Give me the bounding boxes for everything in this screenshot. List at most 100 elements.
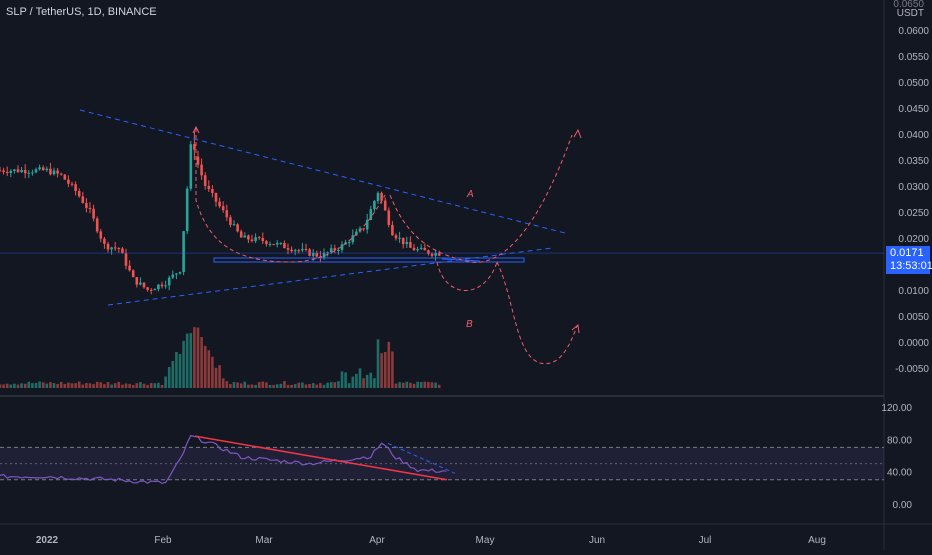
time-axis-label: Feb xyxy=(154,535,172,546)
time-axis-label: Mar xyxy=(255,535,273,546)
volume-bar xyxy=(113,383,117,388)
volume-bar xyxy=(261,381,265,388)
volume-bar xyxy=(427,382,430,388)
candle-body xyxy=(229,217,232,225)
candle-body xyxy=(430,253,434,256)
candle-body xyxy=(196,156,200,165)
volume-bar xyxy=(218,365,221,388)
candle-body xyxy=(362,228,365,230)
volume-bar xyxy=(106,382,110,388)
candle-body xyxy=(88,207,92,209)
label-a: A xyxy=(466,189,474,200)
volume-bar xyxy=(131,384,135,388)
volume-bar xyxy=(293,384,297,388)
candle-body xyxy=(20,170,23,173)
candle-body xyxy=(200,164,203,176)
candle-body xyxy=(434,252,437,256)
candle-body xyxy=(268,244,272,246)
candle-body xyxy=(203,175,207,186)
price-tick-label: 0.0400 xyxy=(898,130,929,141)
volume-bar xyxy=(344,372,347,388)
volume-bar xyxy=(92,384,95,388)
candle-body xyxy=(315,252,319,257)
arrow-head xyxy=(571,324,580,334)
volume-bar xyxy=(157,382,160,388)
candle-body xyxy=(160,284,164,287)
candle-body xyxy=(265,241,268,245)
volume-bar xyxy=(70,383,74,388)
candle-body xyxy=(110,247,113,250)
volume-bar xyxy=(185,333,189,388)
candle-body xyxy=(322,252,326,259)
volume-bar xyxy=(434,382,437,388)
label-b: B xyxy=(466,319,473,330)
volume-bar xyxy=(103,384,106,388)
candle-body xyxy=(34,169,38,173)
lower-trendline xyxy=(107,247,553,306)
price-tick-label: 0.0500 xyxy=(898,78,929,89)
candle-body xyxy=(153,289,157,291)
volume-bar xyxy=(128,383,131,388)
candle-body xyxy=(301,248,304,251)
volume-bar xyxy=(380,353,383,388)
projection-dip xyxy=(436,261,498,291)
volume-bar xyxy=(337,381,340,388)
volume-bar xyxy=(311,383,315,388)
candle-body xyxy=(2,170,5,172)
volume-bar xyxy=(13,383,16,388)
volume-bar xyxy=(164,376,167,388)
candle-body xyxy=(74,184,77,192)
volume-bar xyxy=(405,381,409,388)
volume-bar xyxy=(333,382,337,388)
candle-body xyxy=(293,250,297,252)
candle-body xyxy=(182,231,185,272)
volume-bar xyxy=(437,384,441,388)
candle-body xyxy=(409,242,412,248)
volume-bar xyxy=(149,383,153,388)
candle-body xyxy=(401,237,405,245)
volume-bar xyxy=(297,382,301,388)
volume-bar xyxy=(369,372,373,388)
candle-body xyxy=(131,270,135,278)
candle-body xyxy=(175,273,178,275)
volume-bar xyxy=(121,384,124,388)
candle-body xyxy=(164,285,167,287)
time-axis-label: Jun xyxy=(589,535,605,546)
volume-bar xyxy=(85,383,88,388)
candle-body xyxy=(121,248,124,254)
candle-body xyxy=(337,249,340,251)
volume-bar xyxy=(63,383,67,388)
candle-body xyxy=(124,253,128,266)
candle-body xyxy=(149,289,153,291)
volume-bar xyxy=(272,384,275,388)
volume-bar xyxy=(99,382,103,388)
volume-bar xyxy=(52,383,56,388)
candle-body xyxy=(247,235,250,240)
candle-body xyxy=(239,231,243,238)
volume-bar xyxy=(146,384,149,388)
volume-bar xyxy=(319,383,322,388)
volume-bar xyxy=(81,384,85,388)
volume-bar xyxy=(232,382,236,388)
candle-body xyxy=(218,201,221,207)
candle-body xyxy=(13,169,16,171)
volume-bar xyxy=(409,382,412,388)
candle-body xyxy=(117,247,121,249)
price-unit-label: USDT xyxy=(896,8,924,19)
price-tick-label: 0.0450 xyxy=(898,104,929,115)
support-zone xyxy=(213,257,525,263)
candle-body xyxy=(365,219,369,230)
candle-body xyxy=(297,250,301,252)
volume-bar xyxy=(9,384,13,388)
candle-body xyxy=(257,237,261,239)
candle-body xyxy=(347,242,351,244)
volume-bar xyxy=(265,382,268,388)
volume-bar xyxy=(416,381,419,388)
candle-body xyxy=(243,235,247,238)
candle-body xyxy=(85,202,88,208)
candle-body xyxy=(113,247,117,249)
volume-bar xyxy=(31,383,34,388)
volume-bar xyxy=(398,382,401,388)
